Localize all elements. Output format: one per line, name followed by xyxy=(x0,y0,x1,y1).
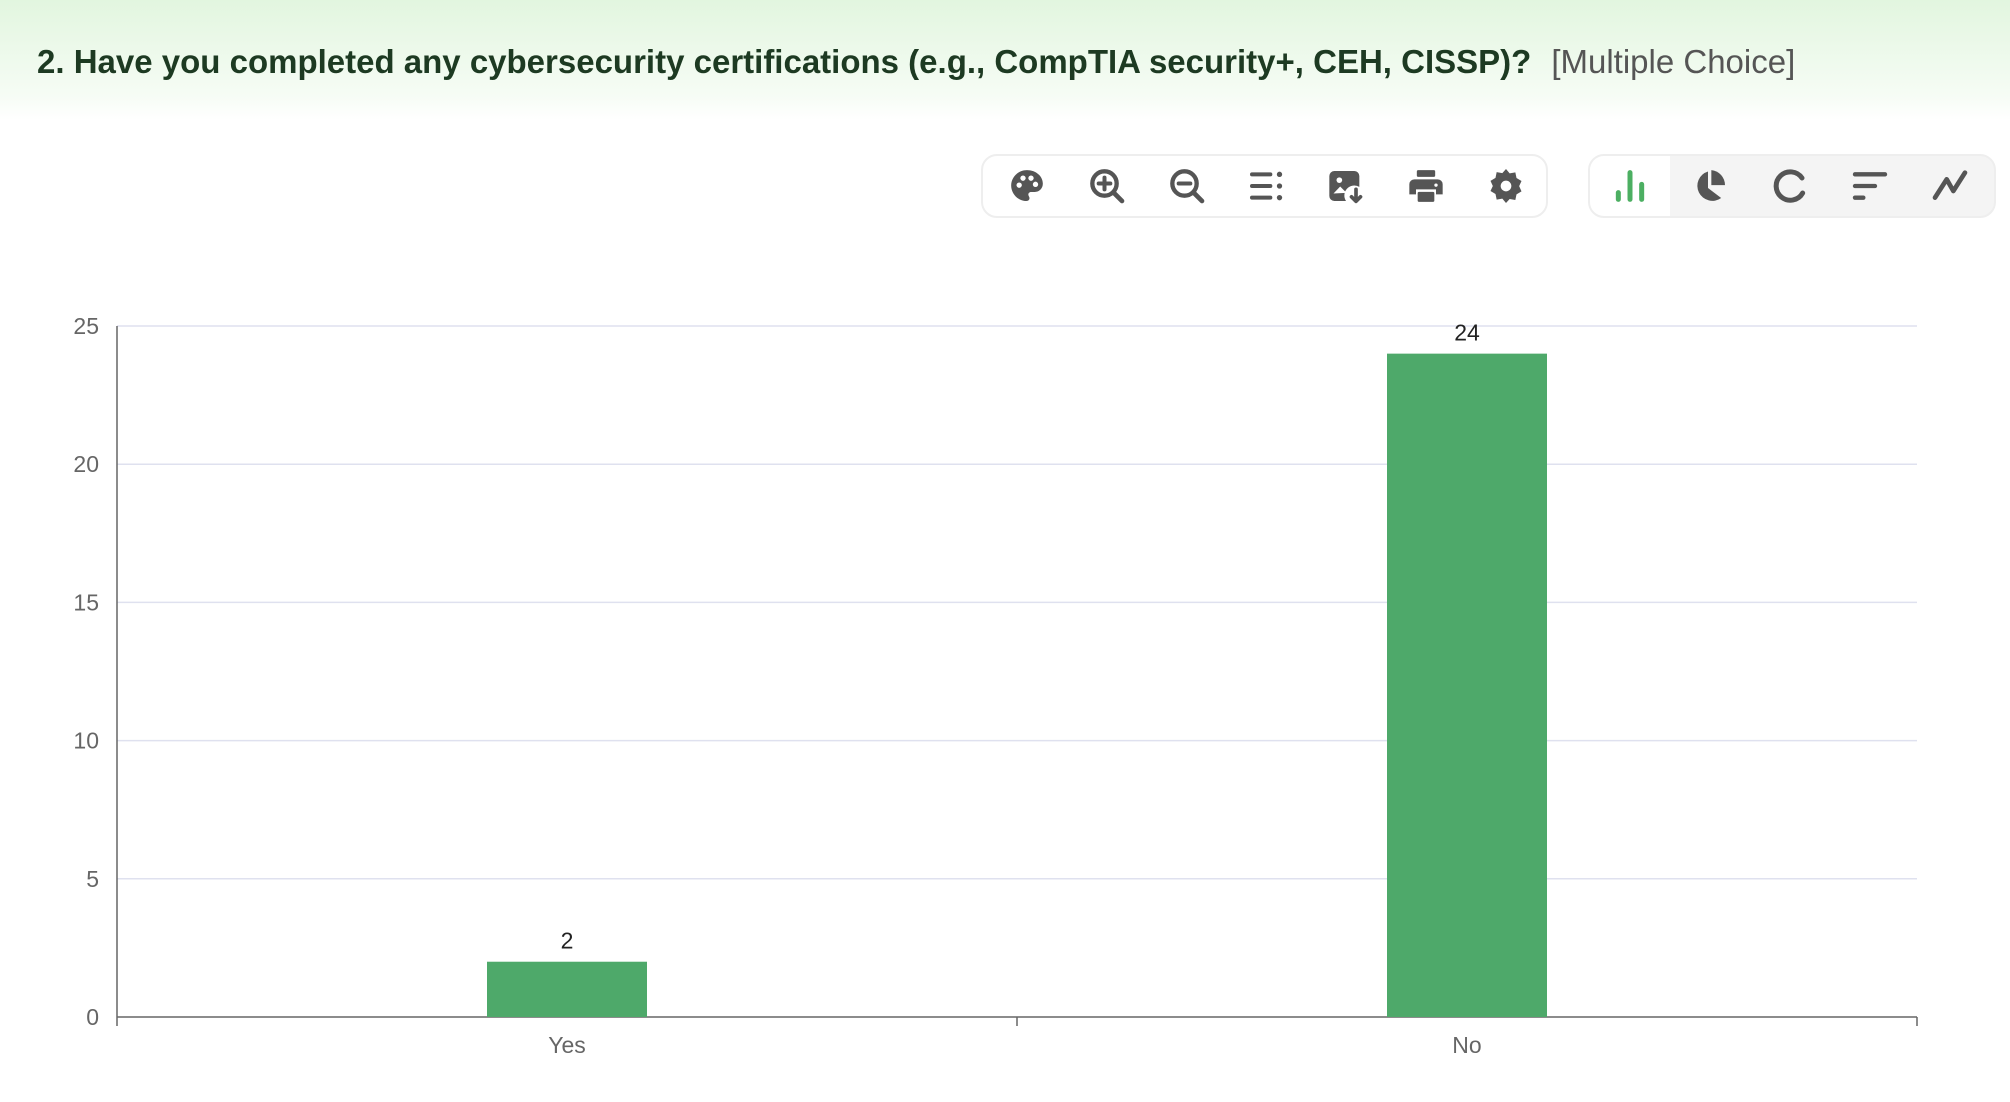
sort-bar-icon xyxy=(1852,172,1888,200)
data-label: 24 xyxy=(1454,320,1480,346)
y-tick-label: 10 xyxy=(73,728,99,754)
bar-chart: 0 5 10 15 20 25 2 Yes 24 No xyxy=(73,313,1918,1058)
print-icon xyxy=(1409,170,1443,202)
bar-chart-button[interactable] xyxy=(1590,156,1670,216)
x-tick-label: No xyxy=(1452,1032,1481,1058)
data-label: 2 xyxy=(561,928,574,954)
y-tick-label: 15 xyxy=(73,589,99,615)
zoom-out-button[interactable] xyxy=(1147,156,1227,216)
pie-chart-button[interactable] xyxy=(1670,156,1750,216)
x-tick-label: Yes xyxy=(548,1032,586,1058)
palette-button[interactable] xyxy=(987,156,1067,216)
y-tick-label: 0 xyxy=(86,1004,99,1030)
bar-chart-icon xyxy=(1615,170,1645,202)
ring-chart-icon xyxy=(1773,169,1806,203)
save-image-icon xyxy=(1329,171,1363,204)
print-button[interactable] xyxy=(1386,156,1466,216)
question-title-row: 2. Have you completed any cybersecurity … xyxy=(37,40,1795,84)
question-title: 2. Have you completed any cybersecurity … xyxy=(37,43,1532,80)
settings-icon xyxy=(1490,169,1522,203)
chart-tools-toolbar xyxy=(981,154,1548,218)
question-header: 2. Have you completed any cybersecurity … xyxy=(0,0,2010,120)
zoom-in-icon xyxy=(1089,169,1125,204)
line-chart-icon xyxy=(1932,170,1968,200)
sorted-bar-button[interactable] xyxy=(1830,156,1910,216)
ring-chart-button[interactable] xyxy=(1750,156,1830,216)
y-tick-label: 5 xyxy=(86,866,99,892)
zoom-out-icon xyxy=(1169,169,1204,204)
bar-yes xyxy=(487,961,647,1017)
palette-icon xyxy=(1011,170,1043,201)
y-tick-label: 25 xyxy=(73,313,99,339)
save-image-button[interactable] xyxy=(1306,156,1386,216)
list-icon xyxy=(1249,171,1282,201)
chart-type-toolbar xyxy=(1588,154,1996,218)
data-list-button[interactable] xyxy=(1227,156,1307,216)
y-tick-label: 20 xyxy=(73,451,99,477)
bar-no xyxy=(1387,353,1547,1017)
pie-chart-icon xyxy=(1697,170,1726,201)
line-chart-button[interactable] xyxy=(1910,156,1990,216)
question-type: [Multiple Choice] xyxy=(1551,43,1796,80)
settings-button[interactable] xyxy=(1466,156,1546,216)
zoom-in-button[interactable] xyxy=(1067,156,1147,216)
